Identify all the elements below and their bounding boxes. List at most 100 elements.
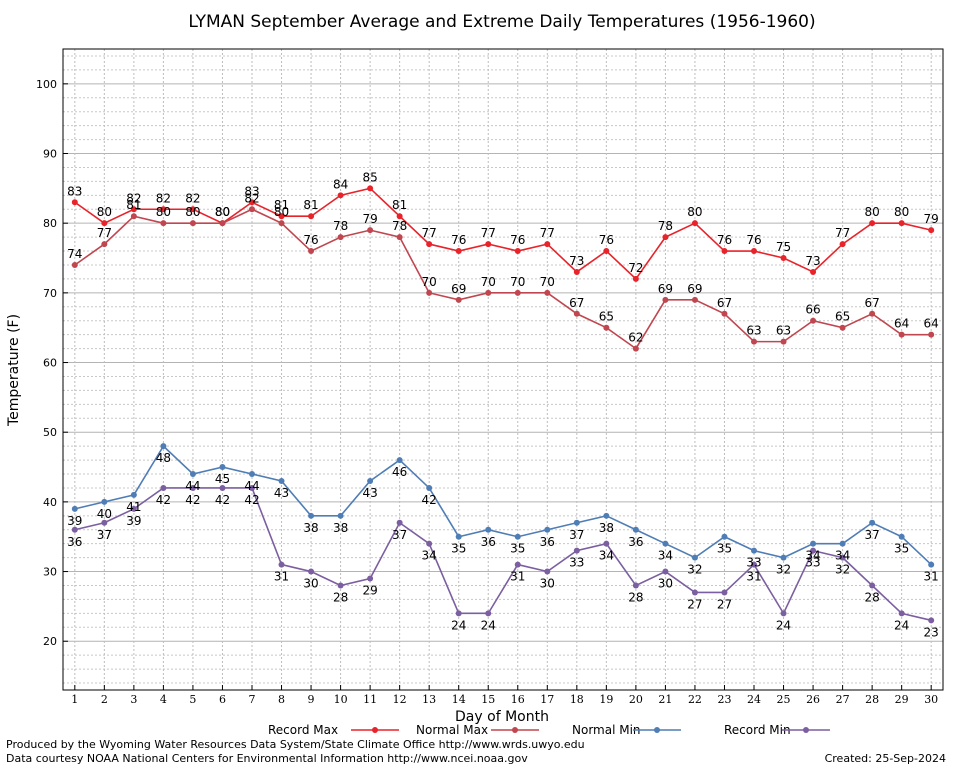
data-point <box>721 533 728 540</box>
data-point <box>278 220 285 227</box>
data-label: 77 <box>835 226 850 240</box>
data-label: 70 <box>422 275 437 289</box>
data-label: 80 <box>97 205 112 219</box>
x-tick-label: 18 <box>570 693 584 706</box>
data-label: 35 <box>894 542 909 556</box>
data-point <box>248 199 255 206</box>
data-label: 82 <box>126 191 141 205</box>
data-label: 43 <box>274 486 289 500</box>
data-label: 76 <box>746 233 761 247</box>
data-point <box>426 484 433 491</box>
data-point <box>691 589 698 596</box>
data-point <box>810 540 817 547</box>
data-label: 80 <box>156 205 171 219</box>
data-point <box>396 213 403 220</box>
x-tick-label: 29 <box>895 693 909 706</box>
data-point <box>751 248 758 255</box>
data-label: 77 <box>540 226 555 240</box>
data-label: 46 <box>392 465 407 479</box>
data-label: 78 <box>333 219 348 233</box>
data-label: 34 <box>599 549 614 563</box>
data-point <box>71 261 78 268</box>
data-label: 36 <box>67 535 82 549</box>
data-point <box>603 248 610 255</box>
data-label: 69 <box>687 282 702 296</box>
data-label: 34 <box>658 549 673 563</box>
data-label: 23 <box>924 625 939 639</box>
data-label: 42 <box>422 493 437 507</box>
data-point <box>130 505 137 512</box>
data-point <box>691 220 698 227</box>
x-tick-label: 25 <box>777 693 791 706</box>
data-label: 28 <box>333 590 348 604</box>
data-label: 78 <box>392 219 407 233</box>
legend-marker <box>654 727 660 733</box>
data-label: 48 <box>156 451 171 465</box>
x-tick-label: 4 <box>160 693 167 706</box>
data-point <box>160 443 167 450</box>
data-point <box>544 241 551 248</box>
data-label: 30 <box>540 577 555 591</box>
data-label: 34 <box>835 549 850 563</box>
data-point <box>219 464 226 471</box>
data-label: 69 <box>658 282 673 296</box>
data-point <box>632 275 639 282</box>
data-label: 24 <box>451 618 466 632</box>
data-label: 31 <box>746 570 761 584</box>
data-point <box>573 310 580 317</box>
data-label: 41 <box>126 500 141 514</box>
data-point <box>455 533 462 540</box>
data-point <box>514 561 521 568</box>
data-point <box>189 471 196 478</box>
footer-produced-by: Produced by the Wyoming Water Resources … <box>6 738 585 751</box>
data-label: 33 <box>805 556 820 570</box>
data-point <box>485 526 492 533</box>
x-tick-label: 12 <box>393 693 407 706</box>
data-point <box>485 610 492 617</box>
x-tick-label: 11 <box>363 693 377 706</box>
data-label: 82 <box>244 191 259 205</box>
y-tick-label: 20 <box>43 635 57 648</box>
data-point <box>898 331 905 338</box>
legend-marker <box>372 727 378 733</box>
data-point <box>455 248 462 255</box>
data-label: 78 <box>658 219 673 233</box>
data-point <box>544 568 551 575</box>
x-tick-label: 20 <box>629 693 643 706</box>
data-label: 83 <box>244 184 259 198</box>
data-point <box>455 610 462 617</box>
data-point <box>751 561 758 568</box>
data-point <box>780 554 787 561</box>
data-label: 35 <box>510 542 525 556</box>
x-tick-label: 27 <box>836 693 850 706</box>
data-point <box>101 241 108 248</box>
data-label: 42 <box>185 493 200 507</box>
x-tick-label: 24 <box>747 693 761 706</box>
data-point <box>632 582 639 589</box>
data-point <box>839 554 846 561</box>
series-lines <box>71 185 935 624</box>
data-point <box>71 199 78 206</box>
y-tick-label: 40 <box>43 496 57 509</box>
data-label: 36 <box>540 535 555 549</box>
data-label: 31 <box>510 570 525 584</box>
data-label: 39 <box>67 514 82 528</box>
y-tick-label: 80 <box>43 217 57 230</box>
data-point <box>662 296 669 303</box>
data-label: 79 <box>362 212 377 226</box>
data-point <box>189 206 196 213</box>
data-label: 44 <box>244 479 259 493</box>
x-tick-label: 26 <box>806 693 820 706</box>
data-label: 77 <box>481 226 496 240</box>
y-tick-label: 30 <box>43 566 57 579</box>
data-point <box>337 234 344 241</box>
data-label: 76 <box>717 233 732 247</box>
legend-marker <box>803 727 809 733</box>
data-label: 32 <box>776 563 791 577</box>
footer-data-courtesy: Data courtesy NOAA National Centers for … <box>6 752 528 765</box>
data-label: 31 <box>274 570 289 584</box>
legend: Record Max Normal Max Normal Min Record Min <box>268 723 830 737</box>
data-point <box>308 248 315 255</box>
data-label: 40 <box>97 507 112 521</box>
